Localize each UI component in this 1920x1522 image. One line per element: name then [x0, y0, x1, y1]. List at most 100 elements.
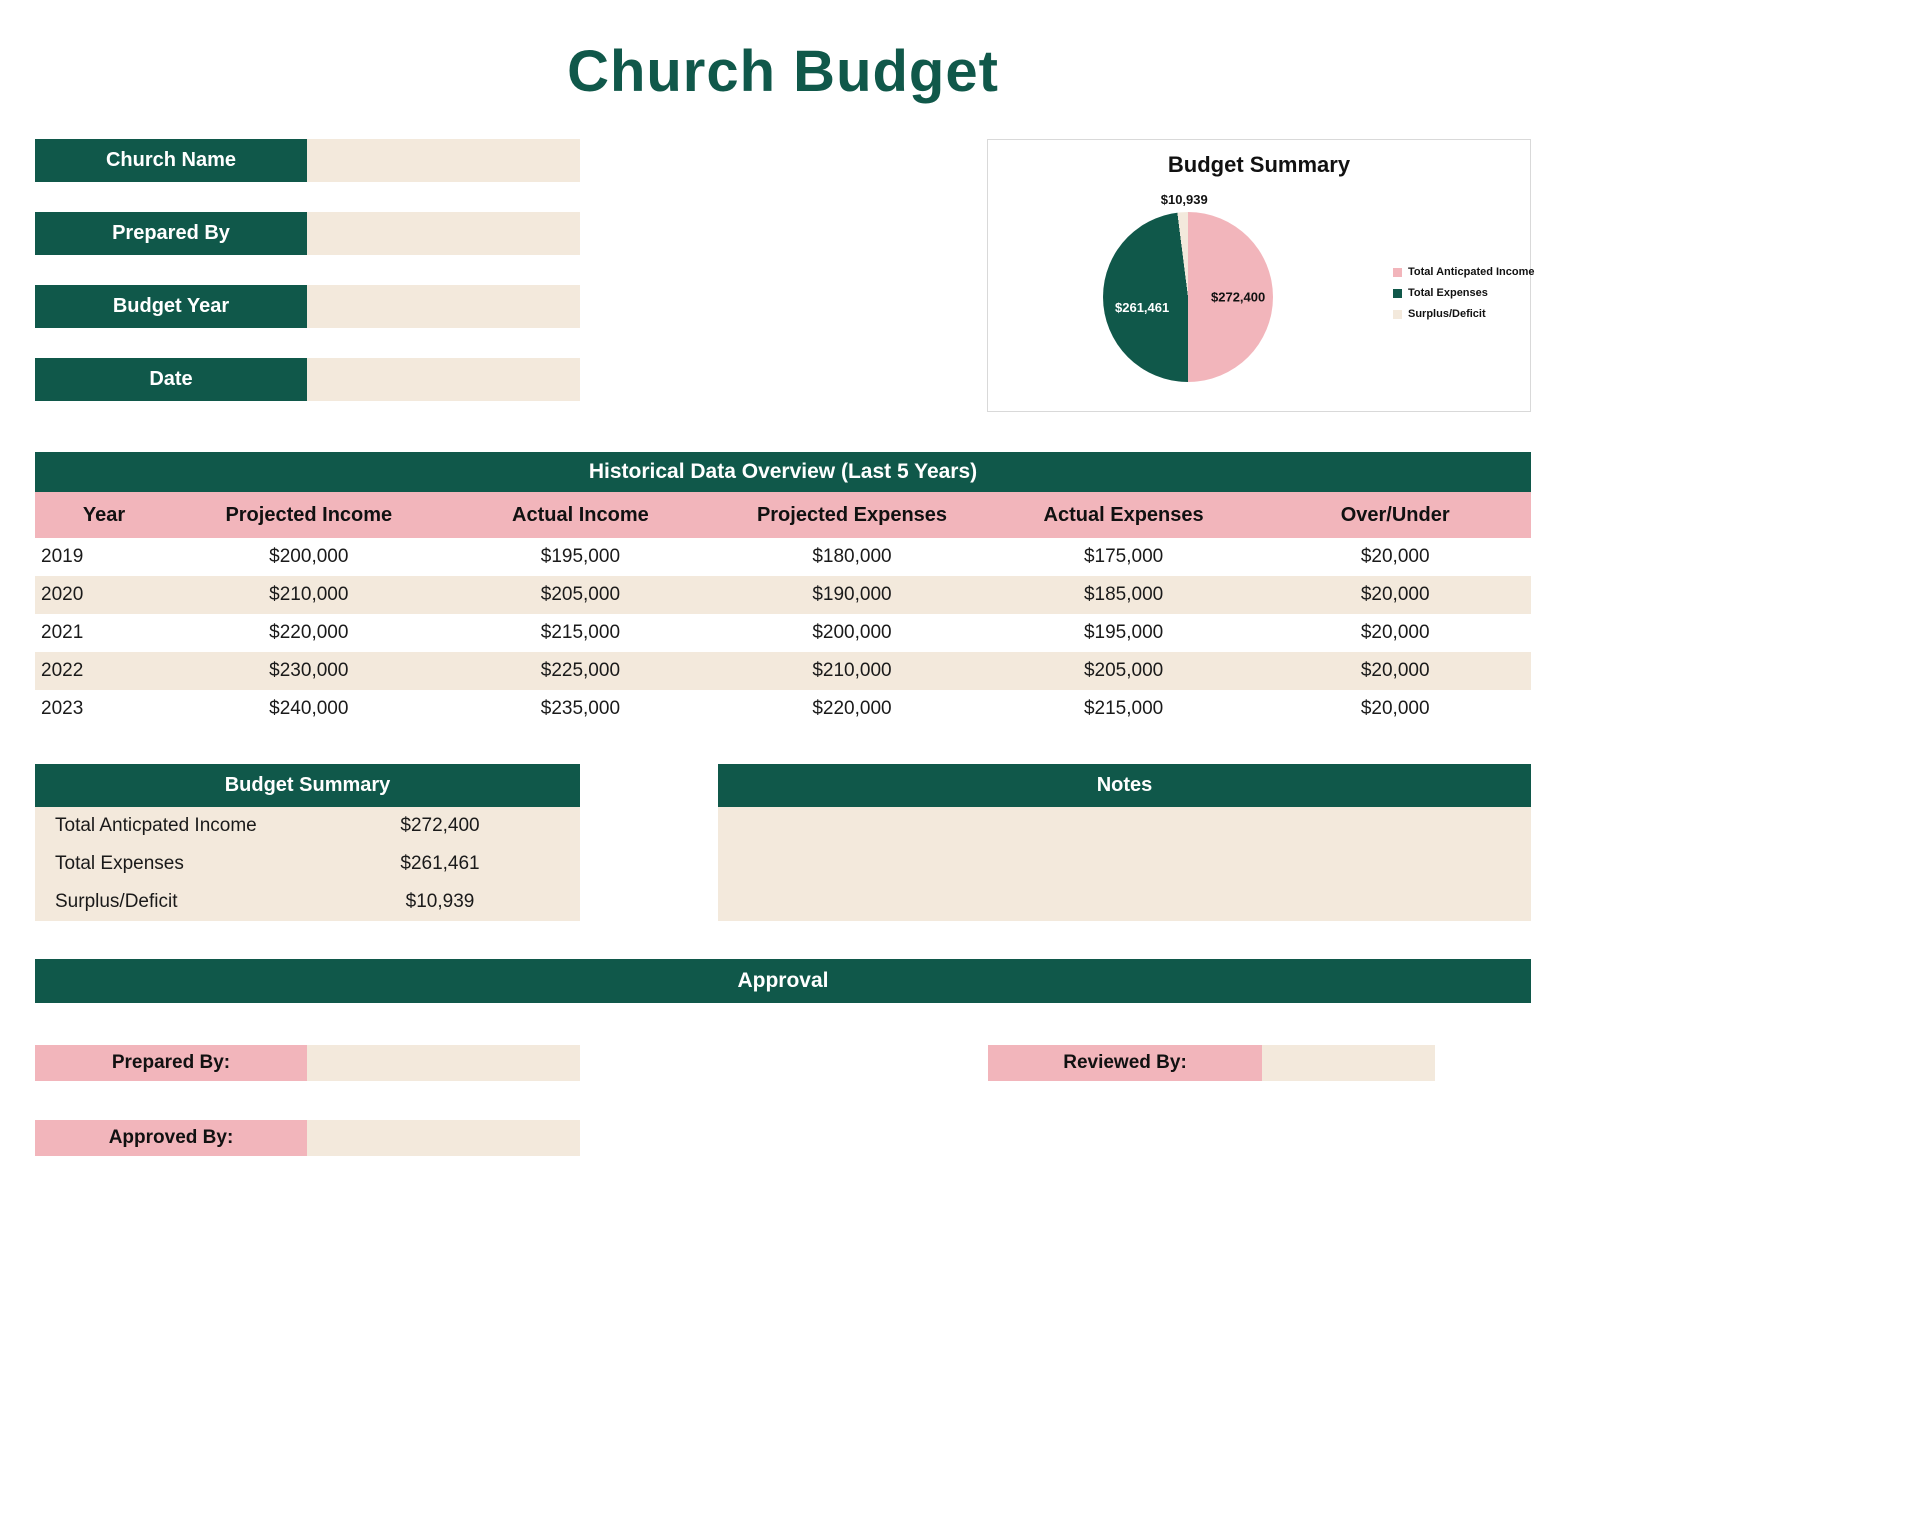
- summary-row-total-income: Total Anticpated Income $272,400: [35, 807, 580, 845]
- budget-year-label: Budget Year: [35, 285, 307, 328]
- top-section: Church Name Prepared By Budget Year Date…: [35, 139, 1535, 412]
- approval-prepared-by-label: Prepared By:: [35, 1045, 307, 1081]
- legend-label-total-anticpated-income: Total Anticpated Income: [1408, 266, 1535, 278]
- budget-summary-header: Budget Summary: [35, 764, 580, 807]
- approval-approved-by-input[interactable]: [307, 1120, 580, 1156]
- prepared-by-input[interactable]: [307, 212, 580, 255]
- pie-chart-wrap: $10,939 $272,400 $261,461: [1103, 192, 1273, 382]
- cell-actual-expenses: $185,000: [1083, 584, 1164, 605]
- cell-over-under: $20,000: [1360, 660, 1430, 681]
- summary-label-surplus-deficit: Surplus/Deficit: [55, 891, 178, 912]
- notes-input[interactable]: [718, 807, 1531, 921]
- approval-reviewed-by-input[interactable]: [1262, 1045, 1435, 1081]
- cell-projected-income: $220,000: [269, 622, 349, 643]
- form-row-date: Date: [35, 358, 580, 401]
- cell-projected-income: $210,000: [269, 584, 349, 605]
- column-header-actual-income: Actual Income: [512, 503, 649, 526]
- budget-summary-body: Total Anticpated Income $272,400 Total E…: [35, 807, 580, 921]
- prepared-by-label: Prepared By: [35, 212, 307, 255]
- historical-section-header: Historical Data Overview (Last 5 Years): [35, 452, 1531, 492]
- prepared-by-group: Prepared By:: [35, 1045, 580, 1081]
- budget-year-input[interactable]: [307, 285, 580, 328]
- legend-label-total-expenses: Total Expenses: [1408, 287, 1488, 299]
- historical-table: Year Projected Income Actual Income Project…: [35, 492, 1531, 728]
- cell-over-under: $20,000: [1360, 546, 1430, 567]
- legend-swatch-total-anticpated-income: [1393, 267, 1402, 277]
- cell-over-under: $20,000: [1360, 584, 1430, 605]
- cell-actual-income: $195,000: [540, 546, 621, 567]
- summary-row-total-expenses: Total Expenses $261,461: [35, 845, 580, 883]
- cell-over-under: $20,000: [1360, 622, 1430, 643]
- page-content: Church Budget Church Name Prepared By Bu…: [35, 38, 1535, 1156]
- table-row-2020: 2020 $210,000 $205,000 $190,000 $185,000 $20,…: [35, 576, 1531, 614]
- column-header-projected-income: Projected Income: [225, 503, 393, 526]
- cell-projected-income: $200,000: [269, 546, 349, 567]
- chart-legend: Total Anticpated Income Total Expenses Sur…: [1393, 266, 1535, 329]
- cell-year: 2022: [41, 660, 84, 681]
- cell-year: 2023: [41, 698, 84, 719]
- summary-value-total-expenses: $261,461: [400, 853, 480, 874]
- summary-label-total-expenses: Total Expenses: [55, 853, 184, 874]
- cell-year: 2020: [41, 584, 84, 605]
- approval-row-1: Prepared By: Reviewed By:: [35, 1045, 1531, 1081]
- legend-item-total-anticpated-income: Total Anticpated Income: [1393, 266, 1535, 278]
- cell-year: 2021: [41, 622, 84, 643]
- cell-projected-expenses: $210,000: [812, 660, 892, 681]
- approval-section-header: Approval: [35, 959, 1531, 1003]
- legend-item-surplus-deficit: Surplus/Deficit: [1393, 308, 1535, 320]
- column-header-actual-expenses: Actual Expenses: [1043, 503, 1204, 526]
- table-row-2022: 2022 $230,000 $225,000 $210,000 $205,000 $20,…: [35, 652, 1531, 690]
- chart-title: Budget Summary: [1167, 152, 1351, 177]
- summary-value-surplus-deficit: $10,939: [405, 891, 475, 912]
- cell-actual-income: $215,000: [540, 622, 621, 643]
- church-name-input[interactable]: [307, 139, 580, 182]
- pie-label-surplus-deficit: $10,939: [1160, 192, 1208, 207]
- page-title: Church Budget: [567, 39, 999, 104]
- notes-header: Notes: [718, 764, 1531, 807]
- cell-actual-expenses: $215,000: [1083, 698, 1164, 719]
- cell-actual-income: $235,000: [540, 698, 621, 719]
- legend-item-total-expenses: Total Expenses: [1393, 287, 1535, 299]
- approved-by-group: Approved By:: [35, 1120, 580, 1156]
- summary-value-total-income: $272,400: [400, 815, 480, 836]
- cell-actual-expenses: $175,000: [1083, 546, 1164, 567]
- info-form: Church Name Prepared By Budget Year Date: [35, 139, 580, 412]
- legend-swatch-total-expenses: [1393, 288, 1402, 298]
- table-row-2021: 2021 $220,000 $215,000 $200,000 $195,000 $20,…: [35, 614, 1531, 652]
- legend-swatch-surplus-deficit: [1393, 309, 1402, 319]
- approval-approved-by-label: Approved By:: [35, 1120, 307, 1156]
- column-header-over-under: Over/Under: [1340, 503, 1450, 526]
- church-name-label: Church Name: [35, 139, 307, 182]
- form-row-prepared-by: Prepared By: [35, 212, 580, 255]
- date-input[interactable]: [307, 358, 580, 401]
- form-row-church-name: Church Name: [35, 139, 580, 182]
- cell-year: 2019: [41, 546, 84, 567]
- approval-row-2: Approved By:: [35, 1120, 1531, 1156]
- cell-projected-expenses: $180,000: [812, 546, 892, 567]
- reviewed-by-group: Reviewed By:: [988, 1045, 1435, 1081]
- cell-actual-expenses: $205,000: [1083, 660, 1164, 681]
- approval-prepared-by-input[interactable]: [307, 1045, 580, 1081]
- middle-section: Budget Summary Total Anticpated Income $…: [35, 764, 1531, 921]
- notes-box: Notes: [718, 764, 1531, 921]
- legend-label-surplus-deficit: Surplus/Deficit: [1408, 308, 1486, 320]
- cell-projected-income: $230,000: [269, 660, 349, 681]
- pie-chart: [1103, 212, 1273, 382]
- historical-section: Historical Data Overview (Last 5 Years) …: [35, 452, 1531, 728]
- approval-reviewed-by-label: Reviewed By:: [988, 1045, 1262, 1081]
- date-label: Date: [35, 358, 307, 401]
- budget-summary-chart: Budget Summary $10,939 $272,400 $261,461…: [987, 139, 1535, 412]
- cell-actual-income: $225,000: [540, 660, 621, 681]
- cell-over-under: $20,000: [1360, 698, 1430, 719]
- budget-summary-box: Budget Summary Total Anticpated Income $…: [35, 764, 580, 921]
- cell-actual-income: $205,000: [540, 584, 621, 605]
- pie-label-total-income: $272,400: [1211, 289, 1266, 305]
- historical-header-row: Year Projected Income Actual Income Project…: [35, 492, 1531, 538]
- table-row-2023: 2023 $240,000 $235,000 $220,000 $215,000 $20,…: [35, 690, 1531, 728]
- form-row-budget-year: Budget Year: [35, 285, 580, 328]
- column-header-projected-expenses: Projected Expenses: [756, 503, 948, 526]
- summary-row-surplus-deficit: Surplus/Deficit $10,939: [35, 883, 580, 921]
- cell-projected-expenses: $220,000: [812, 698, 892, 719]
- summary-label-total-income: Total Anticpated Income: [55, 815, 257, 836]
- cell-projected-expenses: $200,000: [812, 622, 892, 643]
